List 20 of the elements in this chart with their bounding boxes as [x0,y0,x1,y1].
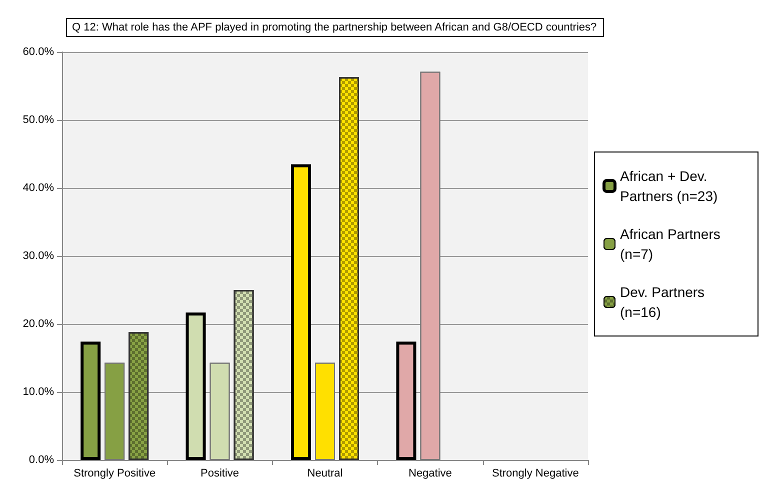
bar [396,342,416,460]
bar [291,164,311,460]
legend-label: African + Dev. Partners (n=23) [620,168,718,204]
x-tick-label: Negative [408,468,452,480]
y-tick-label: 0.0% [28,454,54,466]
y-tick-label: 30.0% [22,250,54,262]
y-tick-label: 40.0% [22,182,54,194]
chart-title: Q 12: What role has the APF played in promoting the partnership between African and G8/OECD countries? [72,22,597,34]
y-tick-label: 20.0% [22,318,54,330]
y-tick-label: 10.0% [22,386,54,398]
y-tick-label: 60.0% [22,46,54,58]
x-tick-label: Strongly Negative [492,468,579,480]
legend-label: African Partners (n=7) [620,226,724,262]
bar [80,342,101,460]
bar [186,312,206,460]
x-tick-label: Positive [200,468,240,480]
y-tick-label: 50.0% [22,114,54,126]
x-tick-label: Strongly Positive [74,468,156,480]
legend-label: Dev. Partners (n=16) [620,284,708,320]
x-tick-label: Neutral [307,468,343,480]
